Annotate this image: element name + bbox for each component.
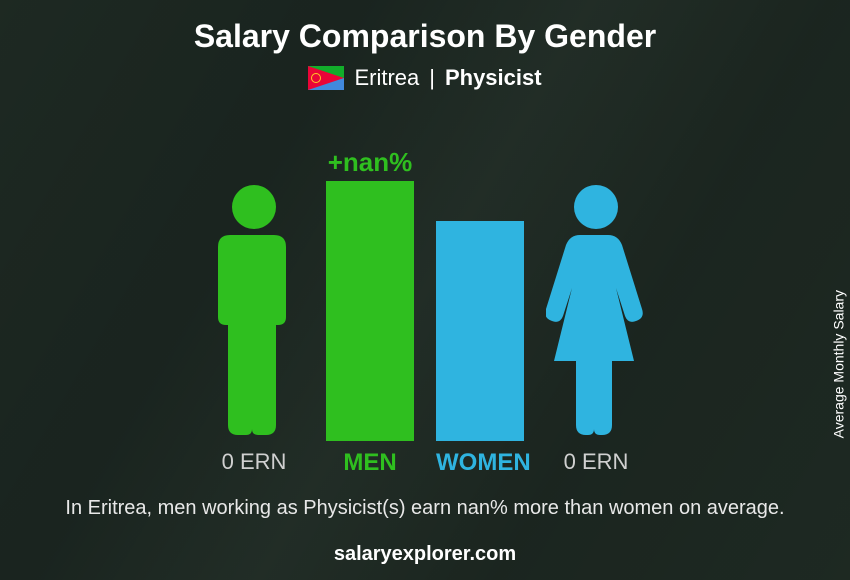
men-bar: +nan% [326,181,414,441]
yaxis-label: Average Monthly Salary [830,290,846,438]
diff-label: +nan% [328,147,413,178]
woman-icon [546,181,646,441]
men-label: MEN [326,449,414,477]
comparison-chart: +nan% [145,111,705,441]
separator: | [429,65,435,91]
footer-source: salaryexplorer.com [0,543,850,566]
eritrea-flag-icon [308,66,344,90]
man-icon [204,181,304,441]
women-icon-col [546,181,646,441]
women-bar [436,221,524,441]
subtitle: Eritrea | Physicist [308,65,541,91]
description-text: In Eritrea, men working as Physicist(s) … [65,495,784,522]
women-bar-col [436,221,524,441]
women-value-label: 0 ERN [546,449,646,477]
job-label: Physicist [445,65,542,91]
women-label: WOMEN [436,449,524,477]
country-label: Eritrea [354,65,419,91]
men-icon-col [204,181,304,441]
page-title: Salary Comparison By Gender [194,18,656,55]
chart-labels-row: 0 ERN MEN WOMEN 0 ERN [145,449,705,477]
men-value-label: 0 ERN [204,449,304,477]
men-bar-col: +nan% [326,181,414,441]
